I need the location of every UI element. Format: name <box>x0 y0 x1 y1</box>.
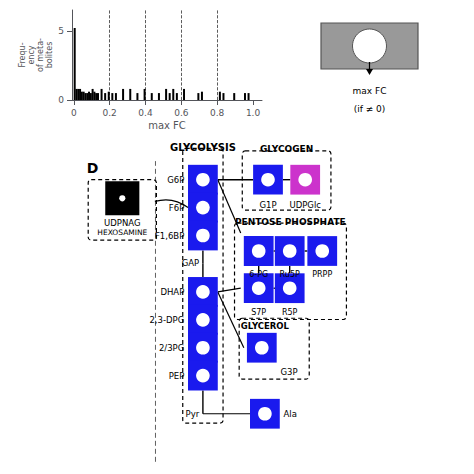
svg-text:UDPNAG: UDPNAG <box>104 218 141 228</box>
svg-text:F1,6BP: F1,6BP <box>155 231 184 241</box>
svg-text:G6P: G6P <box>167 175 184 185</box>
svg-text:1.0: 1.0 <box>246 108 261 118</box>
svg-text:G1P: G1P <box>259 200 276 210</box>
svg-text:D: D <box>87 160 99 176</box>
svg-text:max FC: max FC <box>353 86 387 96</box>
svg-text:GLYCOLYSIS: GLYCOLYSIS <box>170 142 236 153</box>
svg-text:F6P: F6P <box>169 203 184 213</box>
svg-text:PENTOSE PHOSPHATE: PENTOSE PHOSPHATE <box>235 217 346 227</box>
svg-text:GLYCOGEN: GLYCOGEN <box>260 144 313 154</box>
svg-text:UDPGlc: UDPGlc <box>289 200 321 210</box>
svg-text:bolites: bolites <box>45 42 54 69</box>
svg-text:PEP: PEP <box>169 371 185 381</box>
svg-text:5: 5 <box>58 26 64 36</box>
svg-text:ency: ency <box>27 45 36 64</box>
svg-text:Pyr: Pyr <box>186 409 200 419</box>
svg-text:G3P: G3P <box>280 367 297 377</box>
svg-text:GAP: GAP <box>182 258 200 268</box>
svg-text:Ala: Ala <box>284 409 297 419</box>
svg-text:Frequ-: Frequ- <box>18 42 27 67</box>
svg-text:R5P: R5P <box>282 308 298 317</box>
svg-text:0.4: 0.4 <box>138 108 153 118</box>
svg-text:0.2: 0.2 <box>102 108 116 118</box>
svg-text:2/3PG: 2/3PG <box>159 343 184 353</box>
svg-text:0: 0 <box>58 95 64 105</box>
svg-text:DHAP: DHAP <box>160 287 184 297</box>
svg-text:0.8: 0.8 <box>210 108 225 118</box>
svg-text:(if ≠ 0): (if ≠ 0) <box>354 104 386 114</box>
svg-text:0.6: 0.6 <box>174 108 189 118</box>
svg-text:0: 0 <box>71 108 77 118</box>
svg-text:S7P: S7P <box>251 308 266 317</box>
svg-text:Ru5P: Ru5P <box>280 270 300 279</box>
svg-text:HEXOSAMINE: HEXOSAMINE <box>97 228 147 237</box>
svg-text:PRPP: PRPP <box>312 270 332 279</box>
svg-text:of meta-: of meta- <box>36 38 45 72</box>
svg-text:2,3-DPG: 2,3-DPG <box>149 315 184 325</box>
svg-text:6-PG: 6-PG <box>249 270 268 279</box>
svg-text:max FC: max FC <box>148 120 186 131</box>
svg-text:GLYCEROL: GLYCEROL <box>241 321 290 331</box>
